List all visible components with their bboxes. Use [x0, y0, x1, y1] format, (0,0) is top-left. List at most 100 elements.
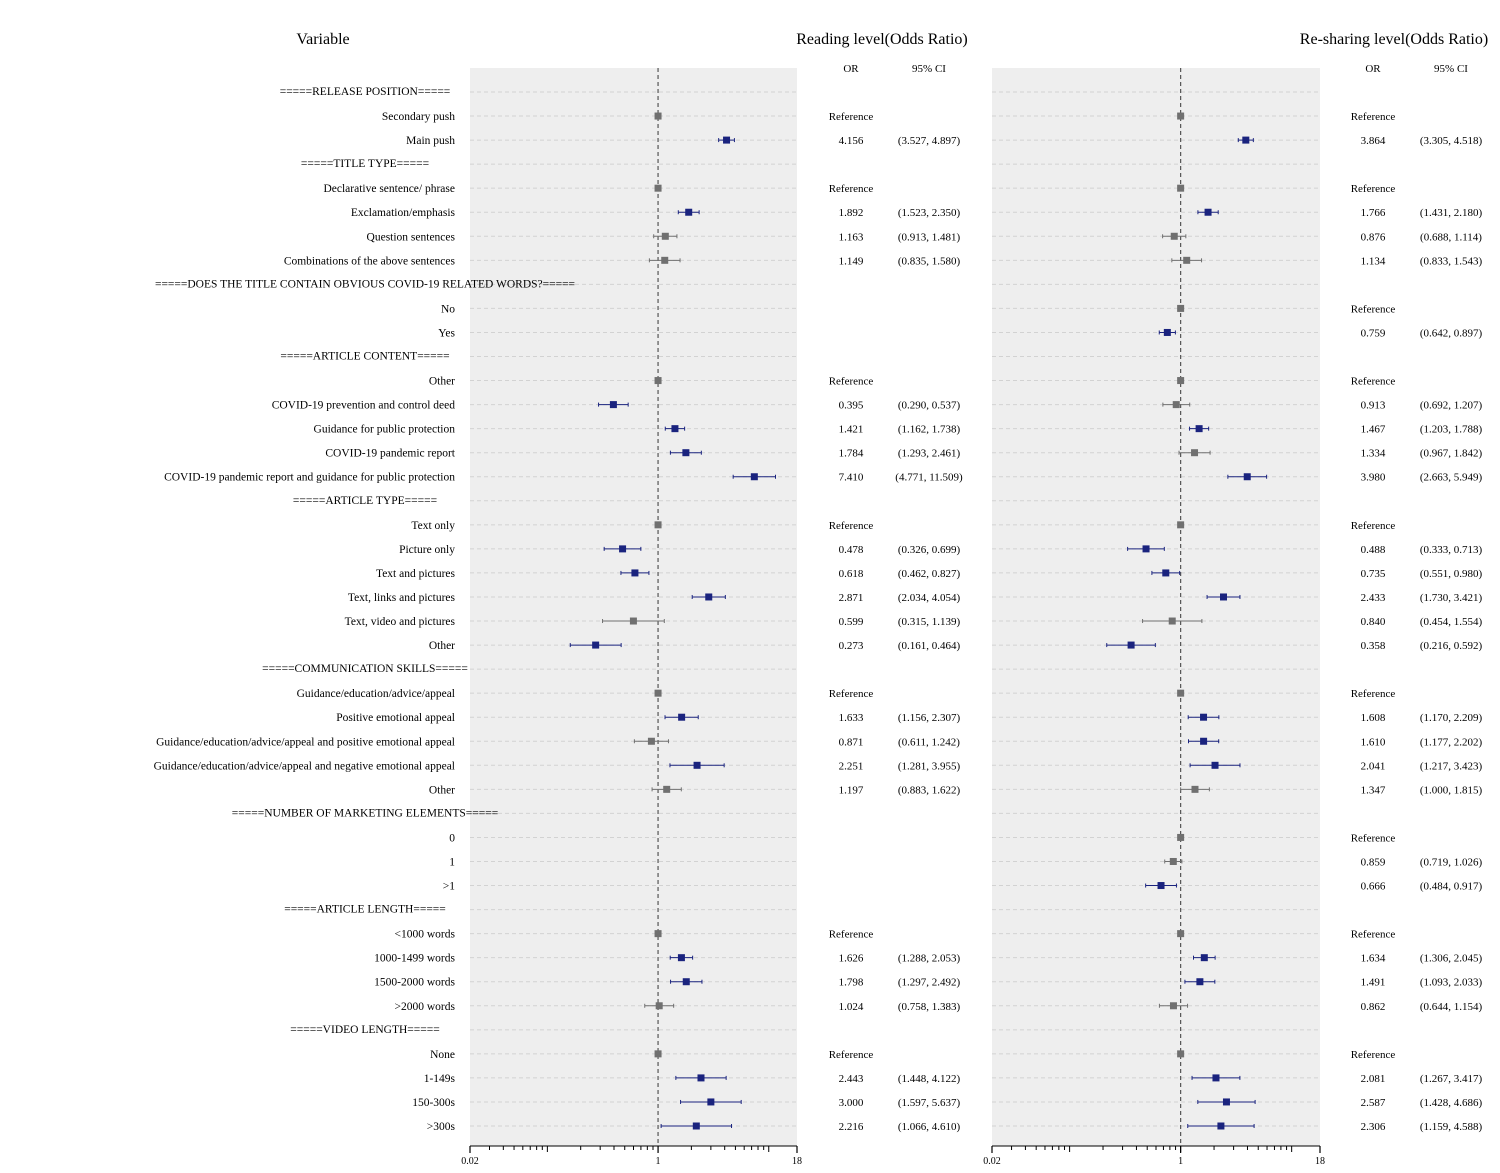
row-label: Positive emotional appeal — [336, 712, 455, 724]
resharing-point — [1191, 449, 1199, 457]
group-header-label: =====COMMUNICATION SKILLS===== — [262, 663, 468, 675]
resharing-ci-value: (0.642, 0.897) — [1420, 327, 1483, 339]
reading-point — [678, 713, 686, 721]
reading-point — [663, 785, 671, 793]
resharing-or-value: 1.766 — [1361, 207, 1386, 219]
reading-or-value: 1.149 — [839, 255, 864, 267]
reading-ci-value: (1.523, 2.350) — [898, 207, 961, 219]
reading-or-value: 2.216 — [839, 1121, 864, 1133]
reading-ci-value: (0.462, 0.827) — [898, 568, 961, 580]
reading-or-value: 2.871 — [839, 592, 864, 604]
resharing-or-header: OR — [1365, 63, 1381, 75]
reading-or-header: OR — [843, 63, 859, 75]
reading-ci-value: (0.326, 0.699) — [898, 544, 961, 556]
row-label: COVID-19 prevention and control deed — [272, 400, 456, 412]
resharing-point — [1217, 1122, 1225, 1130]
row-label: Text, links and pictures — [348, 592, 456, 604]
reading-ci-value: (0.611, 1.242) — [898, 736, 960, 748]
reading-tick-label: 18 — [792, 1156, 802, 1167]
reading-or-value: Reference — [829, 376, 874, 388]
reading-or-value: 2.443 — [839, 1073, 864, 1085]
row-label: None — [430, 1049, 455, 1061]
resharing-or-value: 1.134 — [1361, 255, 1386, 267]
resharing-point — [1142, 545, 1150, 553]
resharing-ci-value: (1.170, 2.209) — [1420, 712, 1483, 724]
row-label: 1000-1499 words — [374, 953, 455, 965]
reading-tick-label: 1 — [656, 1156, 661, 1167]
reading-or-value: 4.156 — [839, 135, 864, 147]
row-label: Other — [429, 784, 455, 796]
resharing-or-value: 2.041 — [1361, 760, 1386, 772]
resharing-point — [1162, 569, 1170, 577]
resharing-tick-label: 18 — [1315, 1156, 1325, 1167]
resharing-tick-label: 0.02 — [983, 1156, 1001, 1167]
resharing-ci-value: (1.428, 4.686) — [1420, 1097, 1483, 1109]
resharing-or-value: 2.433 — [1361, 592, 1386, 604]
reading-or-value: 1.633 — [839, 712, 864, 724]
reading-point — [654, 112, 662, 120]
reading-ci-value: (0.835, 1.580) — [898, 255, 961, 267]
reading-point — [619, 545, 627, 553]
reading-point — [654, 184, 662, 192]
row-label: Guidance for public protection — [314, 424, 456, 436]
resharing-or-value: 0.735 — [1361, 568, 1386, 580]
resharing-point — [1204, 208, 1212, 216]
reading-or-value: 2.251 — [839, 760, 864, 772]
reading-or-value: 3.000 — [839, 1097, 864, 1109]
reading-ci-header: 95% CI — [912, 63, 946, 75]
reading-ci-value: (1.162, 1.738) — [898, 424, 961, 436]
row-label: Other — [429, 376, 455, 388]
resharing-point — [1127, 641, 1135, 649]
resharing-or-value: 0.666 — [1361, 881, 1386, 893]
resharing-ci-value: (0.833, 1.543) — [1420, 255, 1483, 267]
resharing-point — [1200, 954, 1208, 962]
resharing-point — [1177, 184, 1185, 192]
reading-point — [723, 136, 731, 144]
reading-point — [629, 617, 637, 625]
resharing-ci-value: (0.688, 1.114) — [1420, 231, 1482, 243]
reading-point — [682, 449, 690, 457]
group-header-label: =====DOES THE TITLE CONTAIN OBVIOUS COVI… — [155, 278, 575, 290]
reading-point — [655, 1002, 663, 1010]
resharing-or-value: 0.913 — [1361, 400, 1386, 412]
resharing-point — [1212, 1074, 1220, 1082]
row-label: 0 — [449, 832, 455, 844]
reading-point — [682, 978, 690, 986]
reading-tick-label: 0.02 — [461, 1156, 479, 1167]
row-label: 1 — [449, 856, 455, 868]
group-header-label: =====ARTICLE LENGTH===== — [284, 904, 446, 916]
resharing-point — [1169, 1002, 1177, 1010]
resharing-point — [1177, 112, 1185, 120]
reading-point — [631, 569, 639, 577]
row-label: Text, video and pictures — [345, 616, 456, 628]
reading-point — [685, 208, 693, 216]
reading-or-value: 0.273 — [839, 640, 864, 652]
reading-ci-value: (0.758, 1.383) — [898, 1001, 961, 1013]
reading-panel: 0.02 1 18 Reference 4.156 (3.527, 4.897) Refer… — [461, 68, 963, 1167]
row-label: Combinations of the above sentences — [284, 255, 456, 267]
reading-point — [705, 593, 713, 601]
resharing-panel: 0.02 1 18 Reference 3.864 (3.305, 4.518) Refer… — [983, 68, 1482, 1167]
reading-point — [654, 377, 662, 385]
reading-point — [647, 737, 655, 745]
resharing-ci-value: (1.177, 2.202) — [1420, 736, 1483, 748]
row-label: <1000 words — [395, 929, 456, 941]
resharing-ci-value: (0.644, 1.154) — [1420, 1001, 1483, 1013]
reading-ci-value: (4.771, 11.509) — [895, 472, 963, 484]
resharing-point — [1200, 737, 1208, 745]
resharing-or-value: 1.491 — [1361, 977, 1386, 989]
reading-ci-value: (1.293, 2.461) — [898, 448, 961, 460]
reading-or-value: 1.197 — [839, 784, 864, 796]
group-header-label: =====ARTICLE CONTENT===== — [280, 351, 449, 363]
group-header-label: =====NUMBER OF MARKETING ELEMENTS===== — [232, 807, 498, 819]
row-label: Guidance/education/advice/appeal and neg… — [154, 760, 455, 772]
resharing-tick-label: 1 — [1178, 1156, 1183, 1167]
row-label: >300s — [427, 1121, 456, 1133]
reading-ci-value: (1.297, 2.492) — [898, 977, 961, 989]
reading-ci-value: (1.597, 5.637) — [898, 1097, 961, 1109]
reading-or-value: Reference — [829, 1049, 874, 1061]
row-label: COVID-19 pandemic report — [325, 448, 455, 460]
resharing-point — [1222, 1098, 1230, 1106]
variable-header: Variable — [296, 31, 349, 48]
resharing-or-value: 1.608 — [1361, 712, 1386, 724]
